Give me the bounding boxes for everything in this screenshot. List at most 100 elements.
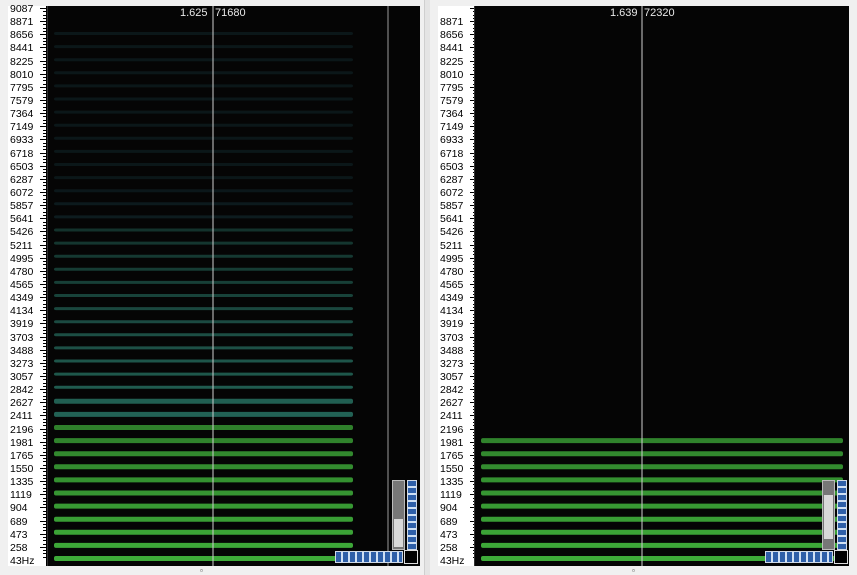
axis-tick bbox=[470, 494, 476, 496]
axis-tick bbox=[43, 54, 46, 55]
axis-tick bbox=[40, 323, 46, 325]
axis-tick bbox=[470, 205, 476, 207]
axis-tick bbox=[43, 247, 46, 249]
axis-tick bbox=[40, 336, 46, 338]
position-marker: ▫ bbox=[200, 566, 203, 575]
axis-tick bbox=[40, 441, 46, 443]
axis-tick-label: 3057 bbox=[440, 371, 464, 383]
harmonic-band bbox=[54, 202, 353, 206]
frequency-axis: 9087 8871 8656 8441 8225 8010 7795 7579 7364 7149… bbox=[8, 3, 47, 567]
harmonic-band bbox=[54, 425, 353, 430]
axis-tick-label: 5641 bbox=[10, 213, 34, 226]
harmonic-band bbox=[481, 477, 843, 483]
axis-tick bbox=[40, 8, 46, 9]
axis-tick-label: 8871 bbox=[10, 16, 34, 29]
horizontal-scrollbar[interactable] bbox=[765, 551, 833, 563]
harmonic-band bbox=[54, 516, 353, 522]
axis-tick bbox=[43, 540, 46, 542]
axis-tick bbox=[40, 257, 46, 259]
axis-tick bbox=[43, 385, 46, 387]
axis-tick-label: 2411 bbox=[10, 410, 33, 423]
harmonic-band bbox=[54, 45, 353, 49]
axis-tick bbox=[470, 441, 476, 443]
axis-tick-label: 5211 bbox=[440, 239, 463, 252]
slider-thumb[interactable] bbox=[824, 495, 833, 539]
axis-tick bbox=[43, 185, 46, 187]
axis-tick bbox=[40, 494, 46, 496]
axis-tick bbox=[43, 369, 46, 371]
vertical-zoom-slider[interactable] bbox=[822, 480, 835, 550]
axis-tick-label: 258 bbox=[440, 541, 458, 554]
axis-tick bbox=[43, 215, 46, 216]
cursor-sample-readout: 71680 bbox=[215, 7, 246, 19]
harmonic-band bbox=[54, 71, 353, 75]
spectrogram-panel-left: 9087 8871 8656 8441 8225 8010 7795 7579 7364 7149… bbox=[0, 0, 424, 575]
axis-tick bbox=[43, 182, 46, 184]
axis-tick bbox=[40, 21, 46, 23]
axis-tick-label: 6287 bbox=[10, 173, 34, 186]
spectrogram-canvas[interactable] bbox=[475, 6, 849, 566]
axis-tick bbox=[43, 211, 46, 213]
axis-tick bbox=[43, 316, 46, 318]
axis-tick bbox=[40, 454, 46, 456]
axis-tick bbox=[40, 113, 46, 115]
harmonic-band bbox=[54, 163, 353, 166]
harmonic-band bbox=[54, 97, 353, 101]
axis-tick-label: 4565 bbox=[10, 279, 34, 291]
cursor-time-readout: 1.625 bbox=[180, 7, 208, 19]
axis-tick bbox=[43, 11, 46, 13]
harmonic-band bbox=[54, 529, 353, 535]
axis-tick-label: 3919 bbox=[10, 318, 34, 331]
axis-tick-label: 8010 bbox=[440, 68, 464, 81]
axis-tick bbox=[43, 445, 46, 446]
axis-tick bbox=[470, 284, 476, 285]
axis-tick bbox=[40, 165, 46, 167]
axis-tick bbox=[43, 14, 46, 16]
axis-tick bbox=[43, 90, 46, 92]
spectrogram-canvas[interactable] bbox=[48, 6, 420, 566]
axis-tick bbox=[470, 310, 476, 312]
spectrogram-view[interactable] bbox=[47, 6, 420, 566]
axis-tick bbox=[43, 359, 46, 361]
vertical-zoom-slider[interactable] bbox=[392, 480, 405, 550]
axis-tick bbox=[43, 67, 46, 69]
axis-tick bbox=[43, 80, 46, 82]
position-marker: ▫ bbox=[632, 566, 635, 575]
vertical-scrollbar[interactable] bbox=[837, 480, 847, 550]
axis-tick bbox=[43, 24, 46, 26]
axis-tick bbox=[43, 123, 46, 124]
axis-tick bbox=[470, 126, 476, 128]
axis-tick bbox=[43, 408, 46, 410]
axis-tick-label: 2627 bbox=[10, 397, 34, 410]
axis-tick bbox=[43, 484, 46, 486]
axis-tick bbox=[470, 533, 476, 535]
axis-tick bbox=[43, 162, 46, 164]
axis-tick bbox=[470, 231, 476, 233]
axis-tick bbox=[43, 201, 46, 203]
axis-tick-label: 7795 bbox=[10, 81, 34, 94]
axis-tick-label: 6503 bbox=[440, 160, 464, 173]
axis-tick-label: 2627 bbox=[440, 397, 464, 410]
axis-tick-label: 3919 bbox=[440, 318, 464, 331]
harmonic-band bbox=[481, 438, 843, 444]
horizontal-scrollbar[interactable] bbox=[335, 551, 403, 563]
slider-thumb[interactable] bbox=[394, 519, 403, 547]
harmonic-band bbox=[54, 503, 353, 509]
axis-tick bbox=[43, 530, 46, 532]
axis-tick bbox=[40, 297, 46, 299]
axis-tick bbox=[40, 415, 46, 417]
axis-tick bbox=[470, 152, 476, 154]
axis-tick bbox=[43, 412, 46, 414]
axis-tick bbox=[43, 234, 46, 236]
axis-tick bbox=[40, 126, 46, 128]
harmonic-band bbox=[54, 136, 353, 140]
vertical-scrollbar[interactable] bbox=[407, 480, 417, 550]
axis-tick bbox=[40, 389, 46, 391]
spectrogram-view[interactable] bbox=[474, 6, 849, 566]
harmonic-band bbox=[54, 411, 353, 417]
axis-tick-label: 3703 bbox=[440, 331, 464, 344]
harmonic-band bbox=[54, 215, 353, 219]
axis-tick bbox=[43, 330, 46, 331]
axis-tick bbox=[470, 73, 476, 75]
axis-tick bbox=[40, 284, 46, 285]
